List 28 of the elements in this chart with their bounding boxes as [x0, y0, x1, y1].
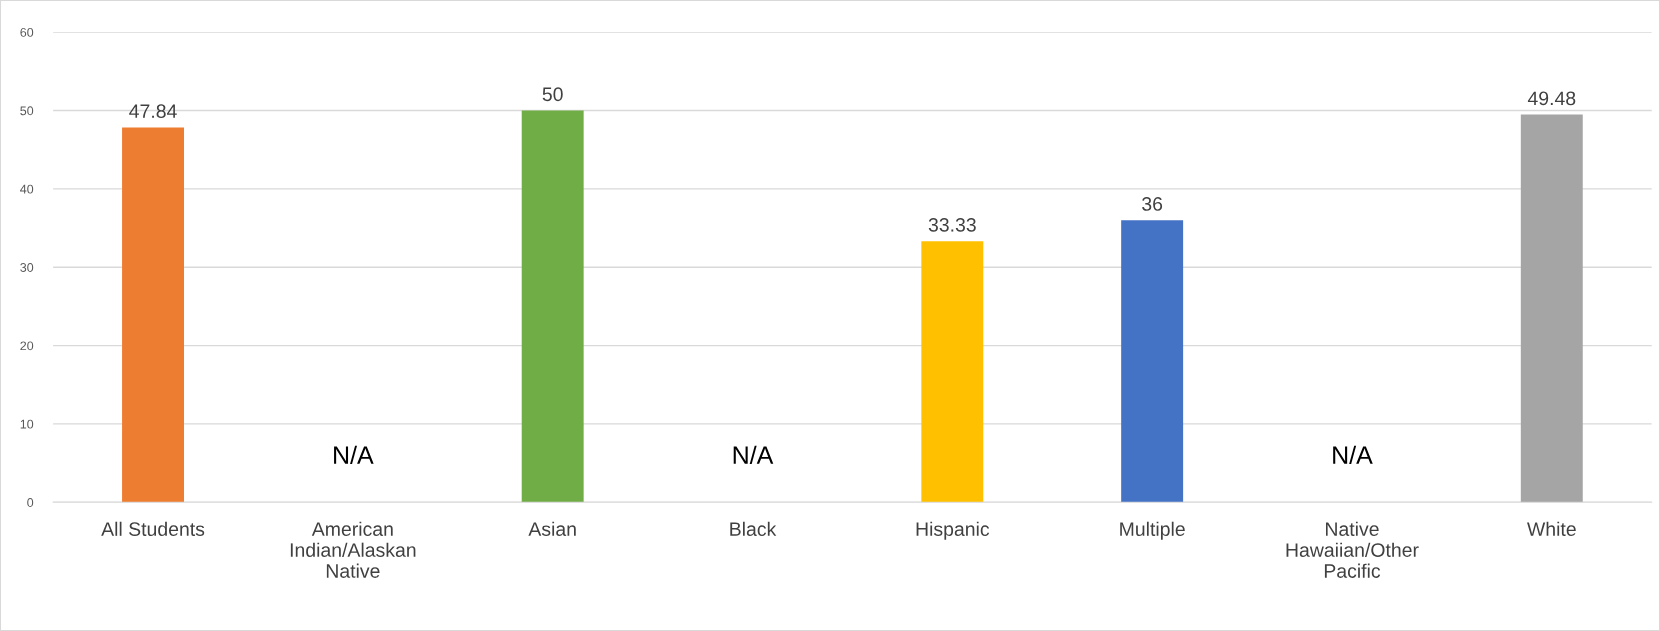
x-tick-label: Asian — [528, 521, 576, 536]
x-tick-label: Native Hawaiian/Other Pacific — [1286, 521, 1419, 578]
data-label: 33.33 — [928, 217, 976, 232]
text: N/A — [1333, 445, 1373, 464]
x-tick-label: Hispanic — [916, 521, 990, 540]
text: N/A — [733, 445, 774, 464]
x-tick-label: Black — [730, 521, 777, 536]
bar — [122, 127, 184, 503]
text: N/A — [334, 445, 374, 464]
bar — [921, 241, 984, 503]
x-tick-label: All Students — [101, 521, 205, 536]
x-tick-label: American Indian/Alaskan Native — [290, 521, 416, 578]
data-label: 49.48 — [1527, 91, 1576, 106]
x-tick-label: Multiple — [1120, 521, 1185, 540]
data-label: 47.84 — [129, 104, 177, 119]
y-tick-label: 10 — [20, 419, 34, 429]
bar — [1121, 220, 1184, 503]
y-tick-label: 60 — [20, 27, 34, 37]
data-label: 36 — [1142, 197, 1163, 211]
x-tick-label: White — [1527, 521, 1576, 536]
y-tick-label: 40 — [20, 184, 34, 194]
bar — [1520, 114, 1583, 503]
bar — [521, 110, 584, 503]
y-tick-label: 30 — [20, 263, 34, 272]
y-tick-label: 20 — [20, 341, 34, 351]
data-label: 50 — [542, 87, 563, 102]
y-tick-label: 0 — [27, 498, 34, 507]
y-tick-label: 50 — [20, 106, 34, 116]
